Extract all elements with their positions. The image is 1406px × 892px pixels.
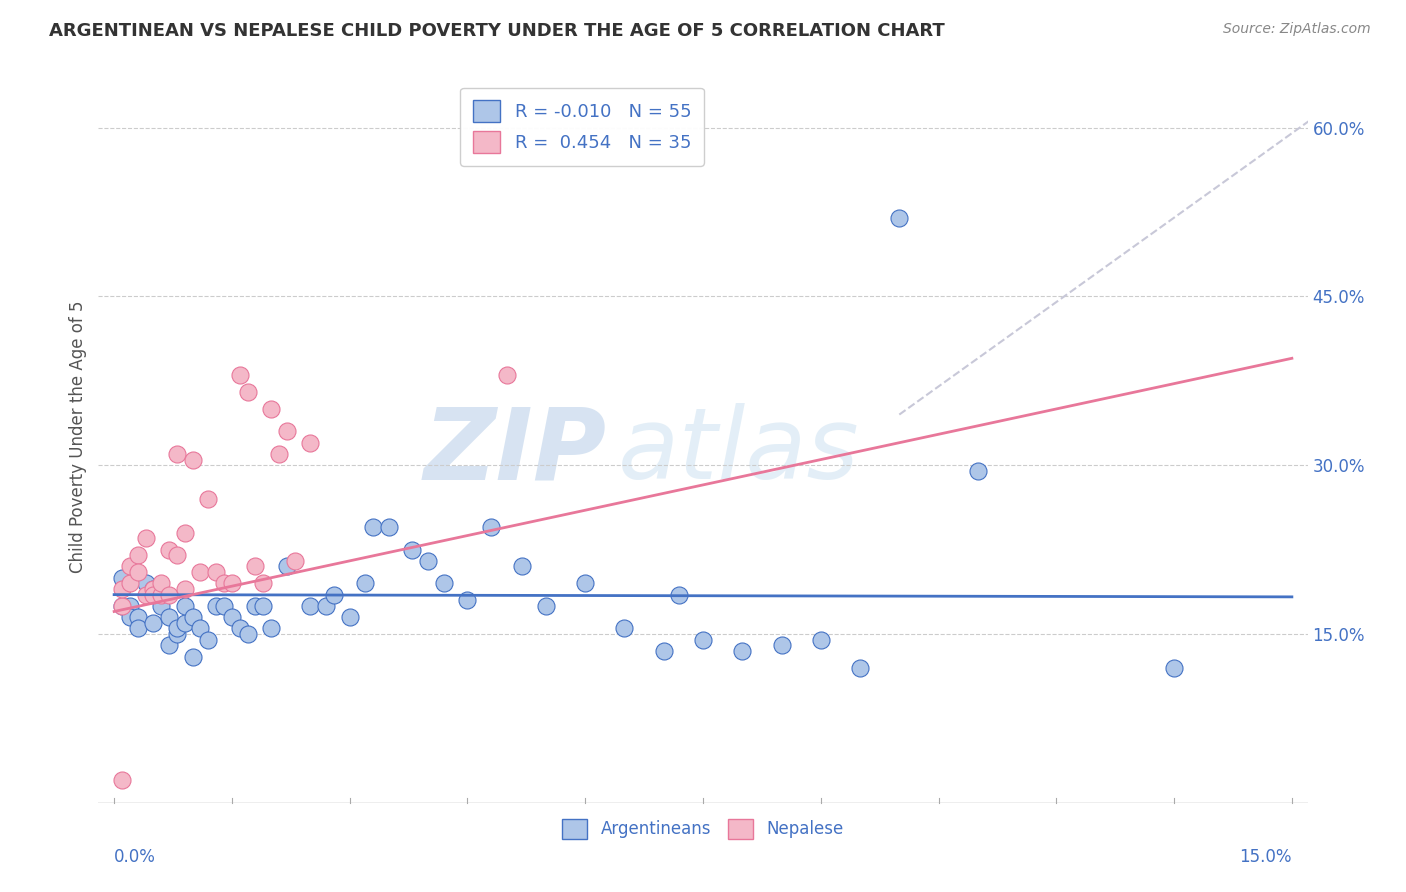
- Nepalese: [181, 452, 204, 467]
- Argentineans: [157, 610, 180, 624]
- Nepalese: [284, 554, 307, 568]
- Text: ARGENTINEAN VS NEPALESE CHILD POVERTY UNDER THE AGE OF 5 CORRELATION CHART: ARGENTINEAN VS NEPALESE CHILD POVERTY UN…: [49, 22, 945, 40]
- Argentineans: [166, 627, 188, 641]
- Nepalese: [190, 565, 212, 579]
- Argentineans: [574, 576, 596, 591]
- Nepalese: [252, 576, 274, 591]
- Argentineans: [354, 576, 377, 591]
- Argentineans: [118, 610, 141, 624]
- Nepalese: [150, 588, 173, 602]
- Argentineans: [142, 615, 165, 630]
- Argentineans: [323, 588, 346, 602]
- Nepalese: [276, 425, 298, 439]
- Argentineans: [512, 559, 534, 574]
- Argentineans: [221, 610, 243, 624]
- Text: atlas: atlas: [619, 403, 860, 500]
- Argentineans: [668, 588, 690, 602]
- Text: 15.0%: 15.0%: [1239, 847, 1292, 866]
- Nepalese: [260, 401, 283, 416]
- Nepalese: [111, 773, 134, 788]
- Nepalese: [221, 576, 243, 591]
- Nepalese: [236, 385, 259, 400]
- Argentineans: [181, 610, 204, 624]
- Argentineans: [534, 599, 557, 613]
- Argentineans: [190, 621, 212, 635]
- Argentineans: [770, 638, 793, 652]
- Argentineans: [252, 599, 274, 613]
- Argentineans: [245, 599, 267, 613]
- Text: Source: ZipAtlas.com: Source: ZipAtlas.com: [1223, 22, 1371, 37]
- Argentineans: [433, 576, 456, 591]
- Nepalese: [118, 576, 141, 591]
- Argentineans: [652, 644, 675, 658]
- Argentineans: [142, 582, 165, 596]
- Argentineans: [236, 627, 259, 641]
- Argentineans: [479, 520, 502, 534]
- Argentineans: [889, 211, 911, 225]
- Nepalese: [495, 368, 517, 383]
- Argentineans: [315, 599, 337, 613]
- Nepalese: [111, 599, 134, 613]
- Nepalese: [173, 582, 195, 596]
- Nepalese: [299, 435, 322, 450]
- Nepalese: [157, 588, 180, 602]
- Argentineans: [205, 599, 228, 613]
- Argentineans: [111, 599, 134, 613]
- Argentineans: [613, 621, 636, 635]
- Argentineans: [181, 649, 204, 664]
- Argentineans: [276, 559, 298, 574]
- Nepalese: [135, 588, 157, 602]
- Argentineans: [135, 576, 157, 591]
- Argentineans: [127, 610, 149, 624]
- Argentineans: [197, 632, 219, 647]
- Argentineans: [361, 520, 384, 534]
- Nepalese: [142, 582, 165, 596]
- Argentineans: [229, 621, 252, 635]
- Argentineans: [456, 593, 478, 607]
- Nepalese: [118, 559, 141, 574]
- Nepalese: [142, 588, 165, 602]
- Nepalese: [150, 576, 173, 591]
- Argentineans: [966, 464, 988, 478]
- Argentineans: [810, 632, 832, 647]
- Argentineans: [150, 599, 173, 613]
- Nepalese: [127, 548, 149, 562]
- Nepalese: [173, 525, 195, 540]
- Argentineans: [299, 599, 322, 613]
- Text: ZIP: ZIP: [423, 403, 606, 500]
- Nepalese: [157, 542, 180, 557]
- Argentineans: [118, 599, 141, 613]
- Argentineans: [173, 599, 195, 613]
- Text: 0.0%: 0.0%: [114, 847, 156, 866]
- Nepalese: [135, 532, 157, 546]
- Argentineans: [692, 632, 714, 647]
- Nepalese: [111, 582, 134, 596]
- Nepalese: [197, 491, 219, 506]
- Argentineans: [260, 621, 283, 635]
- Argentineans: [157, 638, 180, 652]
- Nepalese: [267, 447, 290, 461]
- Nepalese: [127, 565, 149, 579]
- Legend: Argentineans, Nepalese: Argentineans, Nepalese: [555, 812, 851, 846]
- Argentineans: [401, 542, 423, 557]
- Nepalese: [166, 548, 188, 562]
- Argentineans: [166, 621, 188, 635]
- Nepalese: [205, 565, 228, 579]
- Argentineans: [418, 554, 440, 568]
- Argentineans: [173, 615, 195, 630]
- Argentineans: [339, 610, 361, 624]
- Nepalese: [245, 559, 267, 574]
- Nepalese: [212, 576, 235, 591]
- Argentineans: [127, 621, 149, 635]
- Nepalese: [229, 368, 252, 383]
- Argentineans: [212, 599, 235, 613]
- Nepalese: [166, 447, 188, 461]
- Argentineans: [378, 520, 401, 534]
- Argentineans: [731, 644, 754, 658]
- Argentineans: [849, 661, 872, 675]
- Argentineans: [111, 571, 134, 585]
- Y-axis label: Child Poverty Under the Age of 5: Child Poverty Under the Age of 5: [69, 301, 87, 574]
- Argentineans: [1163, 661, 1185, 675]
